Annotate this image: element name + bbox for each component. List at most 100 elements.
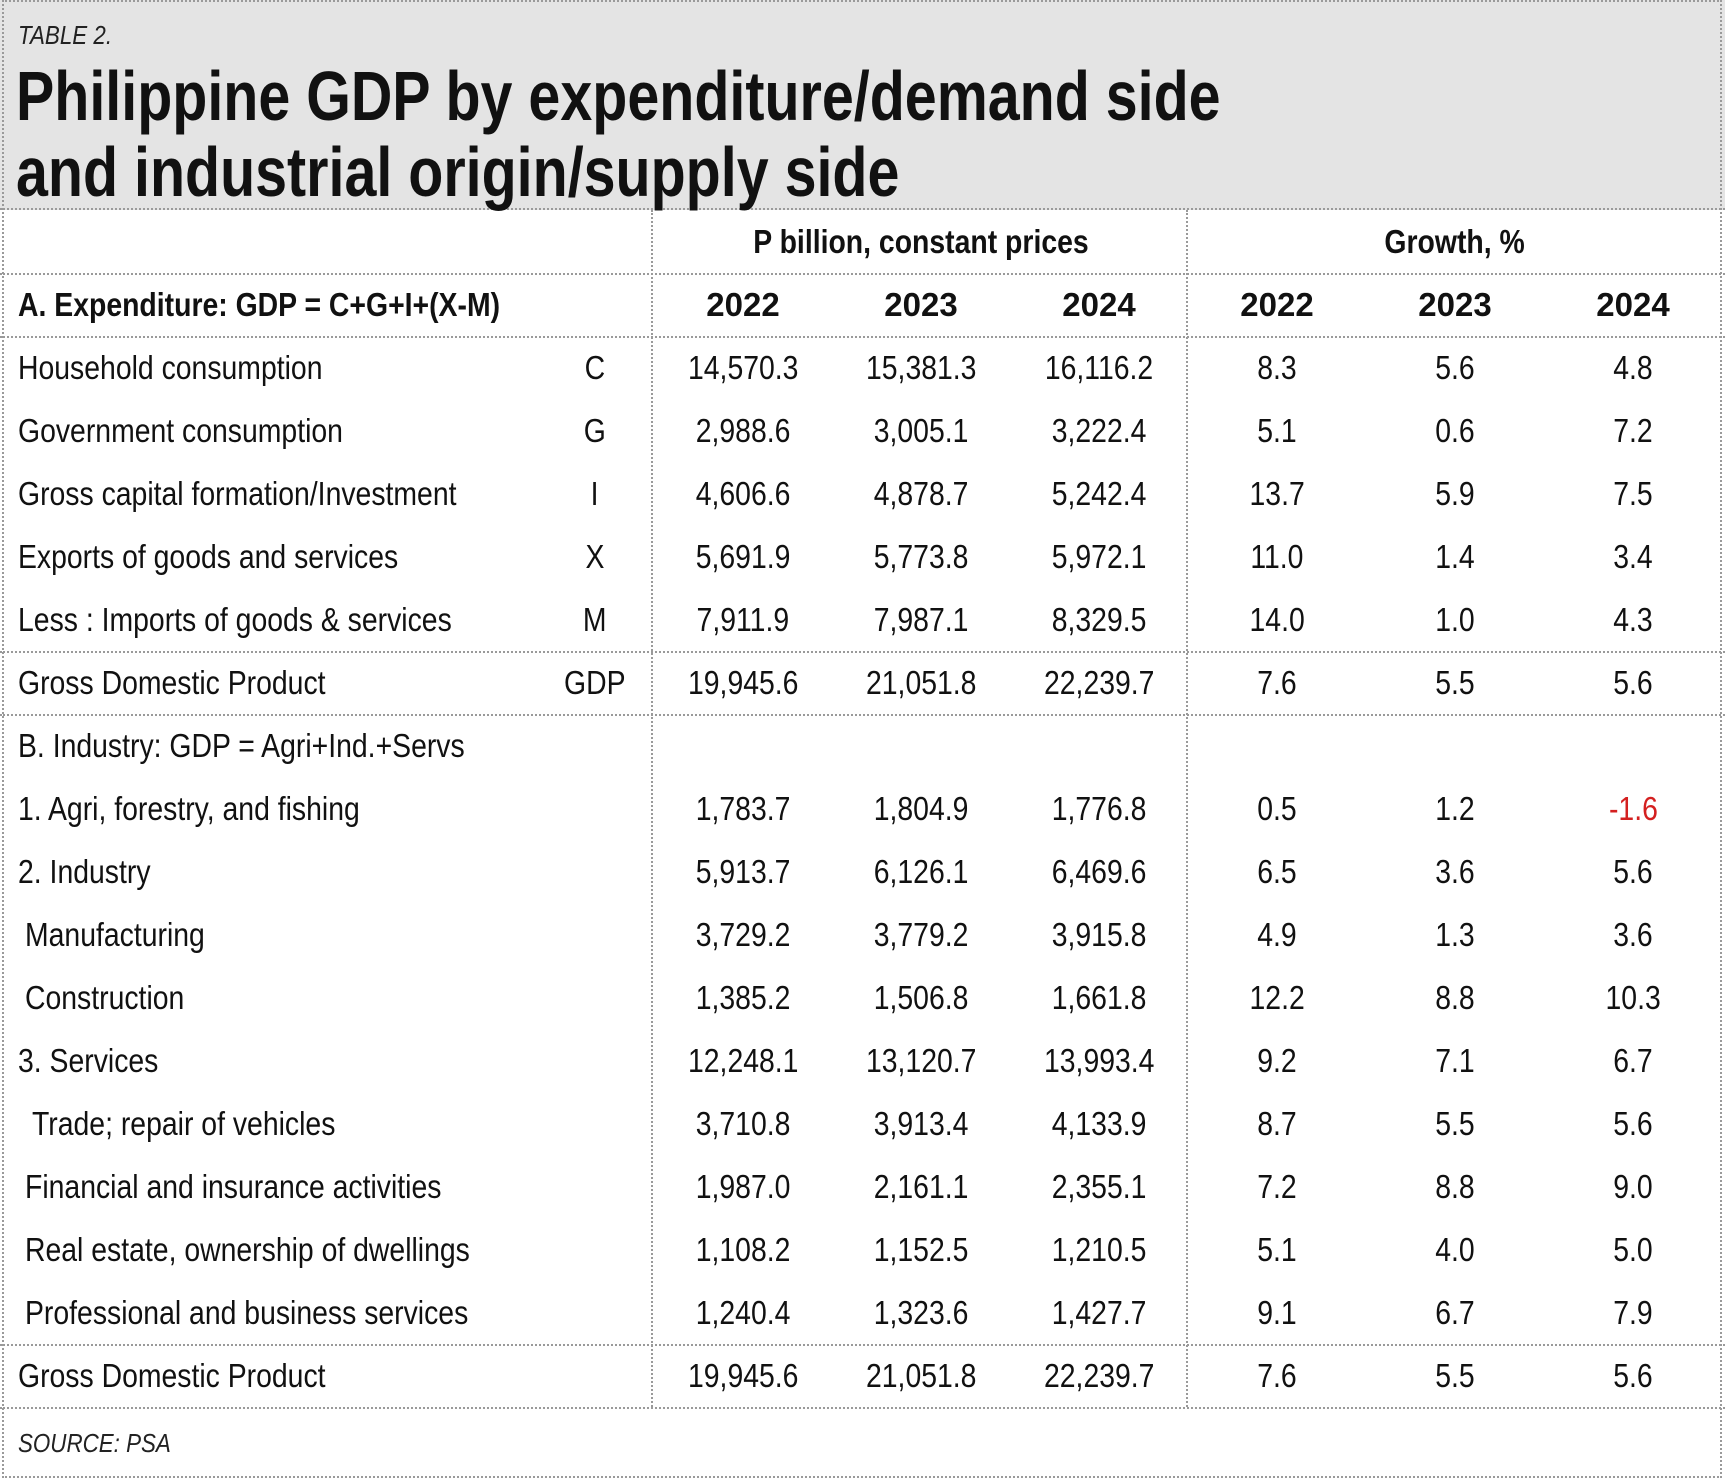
growth-cell: 5.6 bbox=[1613, 664, 1653, 701]
growth-cell: 5.5 bbox=[1435, 1357, 1475, 1394]
value-cell: 1,804.9 bbox=[873, 790, 969, 827]
row-code: G bbox=[583, 412, 607, 449]
industry-row: Construction 1,385.2 1,506.8 1,661.8 12.2 8.8… bbox=[0, 966, 1725, 1029]
growth-cell: 8.8 bbox=[1435, 1168, 1475, 1205]
value-cell: 14,570.3 bbox=[687, 349, 799, 386]
value-cell: 1,210.5 bbox=[1051, 1231, 1147, 1268]
row-label: 1. Agri, forestry, and fishing bbox=[18, 790, 360, 827]
table-header-band: TABLE 2. Philippine GDP by expenditure/d… bbox=[0, 0, 1725, 210]
growth-cell: 8.3 bbox=[1257, 349, 1297, 386]
column-divider bbox=[1186, 210, 1188, 1407]
row-divider bbox=[0, 1344, 1725, 1346]
expenditure-row: Exports of goods and services X 5,691.9 5,7… bbox=[0, 525, 1725, 588]
growth-cell: 12.2 bbox=[1249, 979, 1305, 1016]
growth-cell: 5.6 bbox=[1613, 853, 1653, 890]
value-cell: 19,945.6 bbox=[687, 1357, 799, 1394]
industry-row: Real estate, ownership of dwellings 1,108… bbox=[0, 1218, 1725, 1281]
growth-cell: 5.6 bbox=[1613, 1105, 1653, 1142]
value-cell: 22,239.7 bbox=[1043, 664, 1155, 701]
value-cell: 7,987.1 bbox=[873, 601, 969, 638]
growth-cell: 4.0 bbox=[1435, 1231, 1475, 1268]
growth-cell: 9.0 bbox=[1613, 1168, 1653, 1205]
value-cell: 1,661.8 bbox=[1051, 979, 1147, 1016]
row-divider bbox=[0, 273, 1725, 275]
industry-row: Financial and insurance activities 1,987.… bbox=[0, 1155, 1725, 1218]
growth-cell: 6.7 bbox=[1613, 1042, 1653, 1079]
value-cell: 2,355.1 bbox=[1051, 1168, 1147, 1205]
growth-cell: 7.6 bbox=[1257, 1357, 1297, 1394]
section-a-header: A. Expenditure: GDP = C+G+I+(X-M) bbox=[18, 286, 501, 323]
growth-cell: 5.5 bbox=[1435, 1105, 1475, 1142]
row-label: Gross Domestic Product bbox=[18, 1357, 326, 1394]
year-header: 2022 bbox=[1240, 286, 1314, 323]
growth-cell: 5.0 bbox=[1613, 1231, 1653, 1268]
value-cell: 1,427.7 bbox=[1051, 1294, 1147, 1331]
expenditure-row: Less : Imports of goods & services M 7,911… bbox=[0, 588, 1725, 651]
growth-cell: 5.5 bbox=[1435, 664, 1475, 701]
value-cell: 1,152.5 bbox=[873, 1231, 969, 1268]
table-title: Philippine GDP by expenditure/demand sid… bbox=[16, 58, 1328, 210]
industry-row: 1. Agri, forestry, and fishing 1,783.7 1,8… bbox=[0, 777, 1725, 840]
value-cell: 3,005.1 bbox=[873, 412, 969, 449]
growth-cell: 1.3 bbox=[1435, 916, 1475, 953]
value-cell: 2,161.1 bbox=[873, 1168, 969, 1205]
year-header: 2023 bbox=[1418, 286, 1492, 323]
value-cell: 6,469.6 bbox=[1051, 853, 1147, 890]
source-note: SOURCE: PSA bbox=[18, 1428, 171, 1458]
row-code: I bbox=[591, 475, 599, 512]
growth-cell: 4.9 bbox=[1257, 916, 1297, 953]
growth-cell: 1.4 bbox=[1435, 538, 1475, 575]
growth-cell: 9.2 bbox=[1257, 1042, 1297, 1079]
growth-cell: 9.1 bbox=[1257, 1294, 1297, 1331]
growth-cell: 5.6 bbox=[1613, 1357, 1653, 1394]
growth-cell: 14.0 bbox=[1249, 601, 1305, 638]
value-cell: 1,783.7 bbox=[695, 790, 791, 827]
value-cell: 1,323.6 bbox=[873, 1294, 969, 1331]
value-cell: 1,776.8 bbox=[1051, 790, 1147, 827]
row-label: Gross Domestic Product bbox=[18, 664, 326, 701]
value-cell: 5,691.9 bbox=[695, 538, 791, 575]
year-header: 2023 bbox=[884, 286, 958, 323]
table-label: TABLE 2. bbox=[18, 20, 113, 50]
section-b-header: B. Industry: GDP = Agri+Ind.+Servs bbox=[18, 727, 465, 764]
industry-row: 3. Services 12,248.1 13,120.7 13,993.4 9.2 7.… bbox=[0, 1029, 1725, 1092]
value-cell: 5,972.1 bbox=[1051, 538, 1147, 575]
value-cell: 1,385.2 bbox=[695, 979, 791, 1016]
growth-cell: 7.6 bbox=[1257, 664, 1297, 701]
value-cell: 4,133.9 bbox=[1051, 1105, 1147, 1142]
industry-row: 2. Industry 5,913.7 6,126.1 6,469.6 6.5 3.6 5.… bbox=[0, 840, 1725, 903]
row-label: Financial and insurance activities bbox=[25, 1168, 442, 1205]
growth-cell: 7.5 bbox=[1613, 475, 1653, 512]
value-cell: 19,945.6 bbox=[687, 664, 799, 701]
growth-cell: 3.4 bbox=[1613, 538, 1653, 575]
value-cell: 5,242.4 bbox=[1051, 475, 1147, 512]
growth-cell: 7.2 bbox=[1257, 1168, 1297, 1205]
growth-cell: 3.6 bbox=[1435, 853, 1475, 890]
row-label: 2. Industry bbox=[18, 853, 151, 890]
value-cell: 1,240.4 bbox=[695, 1294, 791, 1331]
row-code: GDP bbox=[564, 664, 626, 701]
growth-cell: 3.6 bbox=[1613, 916, 1653, 953]
gdp-total-row: Gross Domestic Product 19,945.6 21,051.8 22… bbox=[0, 1344, 1725, 1407]
growth-cell: 0.6 bbox=[1435, 412, 1475, 449]
industry-row: Professional and business services 1,240.… bbox=[0, 1281, 1725, 1344]
row-divider bbox=[0, 714, 1725, 716]
row-code: M bbox=[583, 601, 607, 638]
value-cell: 7,911.9 bbox=[696, 601, 790, 638]
group-header-row: P billion, constant prices Growth, % bbox=[0, 210, 1725, 273]
row-label: Real estate, ownership of dwellings bbox=[25, 1231, 470, 1268]
growth-cell: 7.9 bbox=[1613, 1294, 1653, 1331]
value-cell: 1,506.8 bbox=[873, 979, 969, 1016]
row-label: Gross capital formation/Investment bbox=[18, 475, 457, 512]
value-cell: 16,116.2 bbox=[1044, 349, 1154, 386]
growth-cell: 4.3 bbox=[1613, 601, 1653, 638]
industry-row: Trade; repair of vehicles 3,710.8 3,913.4 4… bbox=[0, 1092, 1725, 1155]
growth-cell: 11.0 bbox=[1250, 538, 1304, 575]
value-cell: 3,222.4 bbox=[1051, 412, 1147, 449]
value-cell: 12,248.1 bbox=[687, 1042, 799, 1079]
title-line-1: Philippine GDP by expenditure/demand sid… bbox=[16, 57, 1221, 135]
row-code: C bbox=[584, 349, 606, 386]
column-divider bbox=[651, 210, 653, 1407]
growth-cell: 7.1 bbox=[1435, 1042, 1475, 1079]
